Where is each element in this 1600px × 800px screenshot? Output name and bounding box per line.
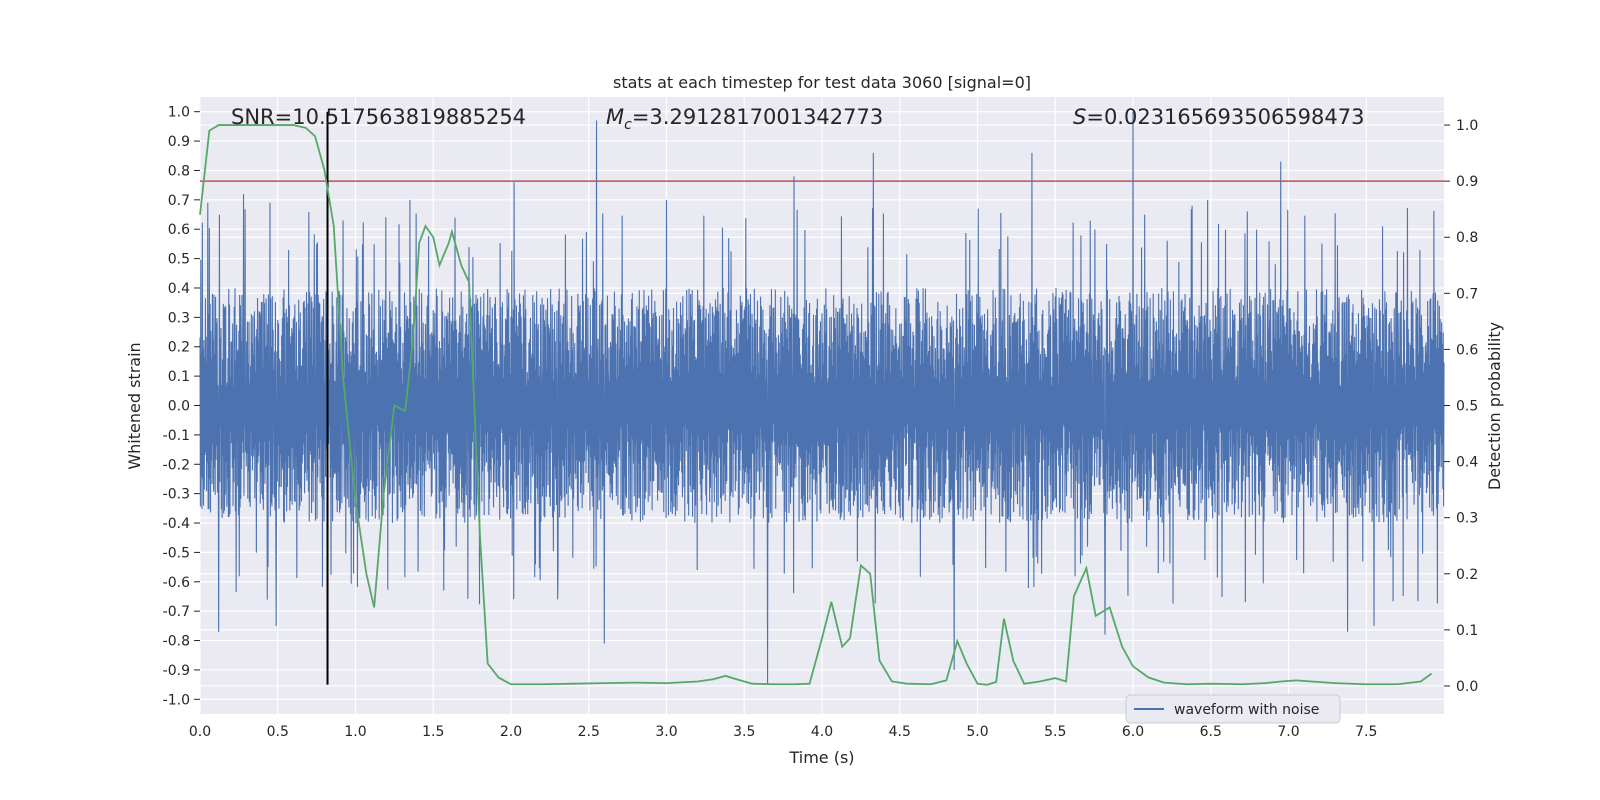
x-axis-ticks: 0.0 0.5 1.0 1.5 2.0 2.5 3.0 3.5 4.0 4.5 5.0 5.5 6.0 6… xyxy=(189,724,1378,740)
chirp-mass-value: =3.2912817001342773 xyxy=(632,105,883,129)
legend: waveform with noise xyxy=(1125,694,1341,724)
left-y-tick-label: 1.0 xyxy=(168,105,190,121)
left-y-tick-label: 0.2 xyxy=(168,340,190,356)
score-annotation: S=0.023165693506598473 xyxy=(1073,105,1364,129)
left-y-tick-label: 0.1 xyxy=(168,369,190,385)
right-y-tick-label: 0.3 xyxy=(1456,511,1478,527)
x-tick-label: 7.0 xyxy=(1277,724,1299,740)
score-symbol: S xyxy=(1073,105,1086,129)
x-tick-label: 0.5 xyxy=(267,724,289,740)
x-tick-label: 3.5 xyxy=(733,724,755,740)
left-y-tick-label: -0.1 xyxy=(163,428,190,444)
right-y-tick-label: 0.4 xyxy=(1456,455,1478,471)
left-y-tick-label: 0.8 xyxy=(168,163,190,179)
score-value: =0.023165693506598473 xyxy=(1086,105,1364,129)
left-y-tick-label: 0.3 xyxy=(168,310,190,326)
left-y-tick-label: -0.3 xyxy=(163,487,190,503)
left-y-tick-label: 0.6 xyxy=(168,222,190,238)
left-y-tick-label: -1.0 xyxy=(163,692,190,708)
left-y-tick-label: -0.7 xyxy=(163,604,190,620)
x-tick-label: 4.0 xyxy=(811,724,833,740)
waveform-line xyxy=(199,111,1445,685)
right-y-tick-label: 0.9 xyxy=(1456,174,1478,190)
right-y-tick-label: 0.6 xyxy=(1456,342,1478,358)
left-y-axis-ticks: 1.0 0.9 0.8 0.7 0.6 0.5 0.4 0.3 0.2 0.1 0.0 -0.1 -0.… xyxy=(163,105,200,708)
detection-probability-series xyxy=(199,124,1433,686)
waveform-series xyxy=(199,111,1445,685)
right-y-tick-label: 0.8 xyxy=(1456,230,1478,246)
right-y-axis-label: Detection probability xyxy=(1485,322,1504,490)
left-y-tick-label: -0.4 xyxy=(163,516,190,532)
x-tick-label: 2.5 xyxy=(578,724,600,740)
right-y-tick-label: 0.0 xyxy=(1456,679,1478,695)
legend-box xyxy=(1125,694,1341,724)
right-y-tick-label: 0.5 xyxy=(1456,399,1478,415)
x-tick-label: 6.5 xyxy=(1200,724,1222,740)
x-tick-label: 5.5 xyxy=(1044,724,1066,740)
snr-annotation: SNR=10.517563819885254 xyxy=(231,105,526,129)
x-tick-label: 2.0 xyxy=(500,724,522,740)
right-y-axis-ticks: 1.0 0.9 0.8 0.7 0.6 0.5 0.4 0.3 0.2 0.1 0.0 xyxy=(1444,118,1478,695)
chirp-mass-subscript: c xyxy=(624,117,632,133)
legend-entry-waveform: waveform with noise xyxy=(1174,702,1319,718)
x-tick-label: 7.5 xyxy=(1355,724,1377,740)
left-y-tick-label: 0.5 xyxy=(168,252,190,268)
left-y-tick-label: -0.8 xyxy=(163,634,190,650)
right-y-tick-label: 0.1 xyxy=(1456,623,1478,639)
x-tick-label: 3.0 xyxy=(655,724,677,740)
left-y-tick-label: 0.7 xyxy=(168,193,190,209)
left-y-tick-label: -0.6 xyxy=(163,575,190,591)
left-y-tick-label: 0.9 xyxy=(168,134,190,150)
left-y-tick-label: -0.9 xyxy=(163,663,190,679)
left-y-tick-label: -0.2 xyxy=(163,457,190,473)
left-y-tick-label: -0.5 xyxy=(163,545,190,561)
right-y-tick-label: 0.2 xyxy=(1456,567,1478,583)
left-y-axis-label: Whitened strain xyxy=(125,342,144,469)
x-tick-label: 4.5 xyxy=(889,724,911,740)
right-y-tick-label: 1.0 xyxy=(1456,118,1478,134)
x-axis-label: Time (s) xyxy=(788,748,854,767)
right-y-tick-label: 0.7 xyxy=(1456,286,1478,302)
x-tick-label: 5.0 xyxy=(966,724,988,740)
x-tick-label: 1.0 xyxy=(344,724,366,740)
chirp-mass-annotation: Mc=3.2912817001342773 xyxy=(606,105,883,133)
x-tick-label: 0.0 xyxy=(189,724,211,740)
x-tick-label: 1.5 xyxy=(422,724,444,740)
left-y-tick-label: 0.4 xyxy=(168,281,190,297)
chirp-mass-symbol: M xyxy=(606,105,624,129)
x-tick-label: 6.0 xyxy=(1122,724,1144,740)
chart-title: stats at each timestep for test data 306… xyxy=(613,73,1031,92)
left-y-tick-label: 0.0 xyxy=(168,399,190,415)
